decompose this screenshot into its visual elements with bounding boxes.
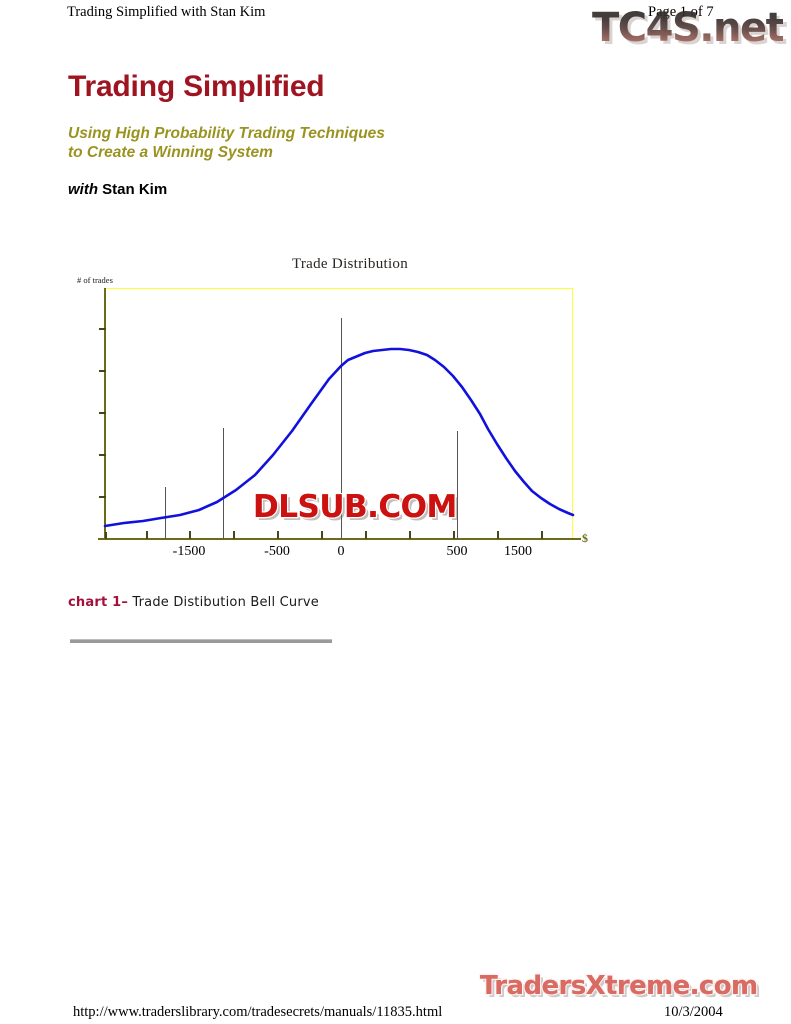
dlsub-watermark-outline: DLSUB.COM bbox=[252, 488, 459, 527]
chart-caption-separator: – bbox=[121, 595, 129, 610]
footer-date: 10/3/2004 bbox=[664, 1004, 723, 1020]
x-axis-line bbox=[98, 538, 581, 540]
vertical-marker-neg1500 bbox=[165, 487, 167, 539]
subtitle-line-1: Using High Probability Trading Technique… bbox=[68, 125, 385, 142]
y-axis-tick bbox=[99, 412, 106, 414]
chart-caption-text: Trade Distibution Bell Curve bbox=[132, 595, 319, 610]
footer-url[interactable]: http://www.traderslibrary.com/tradesecre… bbox=[73, 1004, 443, 1020]
page-indicator: Page 1 of 7 bbox=[648, 4, 714, 21]
x-axis-tick bbox=[453, 531, 455, 539]
header-title: Trading Simplified with Stan Kim bbox=[67, 4, 266, 20]
y-axis-tick bbox=[99, 496, 106, 498]
y-axis-tick bbox=[99, 454, 106, 456]
x-axis-tick bbox=[321, 531, 323, 539]
dlsub-watermark: DLSUB.COM bbox=[253, 489, 457, 525]
x-axis-tick bbox=[189, 531, 191, 539]
section-divider bbox=[70, 639, 332, 643]
x-axis-tick bbox=[233, 531, 235, 539]
y-axis-label: # of trades bbox=[77, 275, 113, 285]
chart-title: Trade Distribution bbox=[291, 256, 409, 272]
vertical-marker-zero bbox=[341, 318, 343, 539]
x-axis-tick bbox=[365, 531, 367, 539]
x-axis-tick bbox=[541, 531, 543, 539]
chart-caption-label: chart 1 bbox=[68, 595, 122, 610]
page-header: Trading Simplified with Stan Kim Page 1 … bbox=[0, 4, 791, 28]
x-axis-tick bbox=[277, 531, 279, 539]
author-name: Stan Kim bbox=[102, 181, 168, 198]
tc4s-watermark-shadow: TC4S.net bbox=[595, 11, 788, 51]
y-axis-tick bbox=[99, 328, 106, 330]
x-axis-tick-label: -1500 bbox=[172, 544, 206, 559]
plot-area bbox=[105, 288, 573, 538]
tradersxtreme-watermark-outline: TradersXtreme.com bbox=[479, 970, 759, 1002]
x-axis-tick-label: 1500 bbox=[504, 544, 532, 559]
chart-caption: chart 1– Trade Distibution Bell Curve bbox=[68, 595, 319, 610]
page-subtitle: Using High Probability Trading Technique… bbox=[68, 124, 385, 162]
y-axis-line bbox=[104, 288, 106, 540]
tc4s-watermark: TC4S.net bbox=[592, 5, 785, 51]
x-axis-tick bbox=[409, 531, 411, 539]
x-axis-tick-label: -500 bbox=[264, 544, 290, 559]
y-axis-tick bbox=[99, 370, 106, 372]
tradersxtreme-watermark-shadow: TradersXtreme.com bbox=[483, 974, 761, 1004]
x-axis-tick-label: 0 bbox=[337, 544, 345, 559]
author-byline: with Stan Kim bbox=[68, 181, 167, 198]
x-axis-unit-label: $ bbox=[582, 531, 588, 545]
bell-curve-path bbox=[103, 347, 575, 528]
tradersxtreme-watermark: TradersXtreme.com bbox=[480, 971, 758, 1001]
x-axis-tick-label: 500 bbox=[446, 544, 468, 559]
page-title: Trading Simplified bbox=[68, 70, 325, 103]
x-axis-tick bbox=[497, 531, 499, 539]
byline-prefix: with bbox=[68, 181, 98, 198]
dlsub-watermark-shadow: DLSUB.COM bbox=[256, 492, 460, 528]
x-axis-tick bbox=[146, 531, 148, 539]
subtitle-line-2: to Create a Winning System bbox=[68, 144, 273, 161]
vertical-marker-neg500 bbox=[223, 428, 225, 539]
x-axis-tick bbox=[105, 532, 107, 539]
vertical-marker-500 bbox=[457, 431, 459, 539]
bell-curve-polyline bbox=[103, 347, 575, 528]
trade-distribution-chart: Trade Distribution # of trades -1500 -50… bbox=[60, 250, 600, 580]
